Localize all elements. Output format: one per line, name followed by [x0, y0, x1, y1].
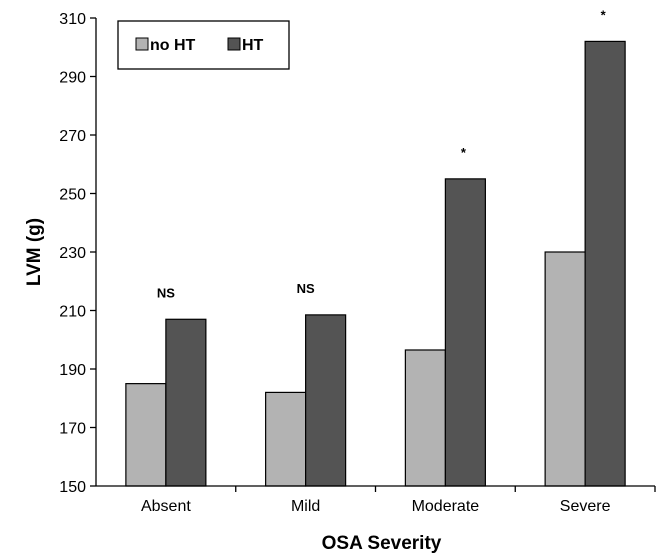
y-tick-label: 270 [59, 128, 86, 145]
legend: no HT HT [117, 20, 290, 70]
x-axis-ticks: Absent Mild Moderate Severe [141, 486, 656, 515]
y-axis-ticks: 150 170 190 210 230 250 270 290 310 [59, 11, 96, 496]
bars [125, 40, 626, 487]
x-tick-label-absent: Absent [141, 498, 191, 515]
bar-no-ht-moderate [404, 349, 446, 487]
bar-ht-absent [165, 318, 207, 487]
legend-label-no-ht: no HT [150, 37, 196, 54]
annotation-severe: * [601, 7, 607, 22]
annotation-mild: NS [297, 281, 315, 296]
y-axis-title: LVM (g) [24, 218, 45, 286]
x-tick-label-severe: Severe [560, 498, 611, 515]
bar-ht-mild [305, 314, 347, 487]
x-tick-label-mild: Mild [291, 498, 320, 515]
y-tick-label: 290 [59, 70, 86, 87]
y-tick-label: 310 [59, 11, 86, 28]
y-tick-label: 150 [59, 479, 86, 496]
bar-no-ht-mild [265, 391, 307, 487]
y-tick-label: 250 [59, 187, 86, 204]
y-tick-label: 170 [59, 421, 86, 438]
significance-annotations: NS NS * * [157, 7, 607, 300]
annotation-absent: NS [157, 285, 175, 300]
legend-label-ht: HT [242, 37, 264, 54]
y-tick-label: 190 [59, 362, 86, 379]
bar-ht-moderate [444, 178, 486, 487]
bar-no-ht-absent [125, 383, 167, 487]
y-tick-label: 210 [59, 304, 86, 321]
annotation-moderate: * [461, 145, 467, 160]
x-tick-label-moderate: Moderate [412, 498, 480, 515]
y-tick-label: 230 [59, 245, 86, 262]
bar-ht-severe [584, 40, 626, 487]
bar-no-ht-severe [544, 251, 586, 487]
legend-swatch-ht [227, 37, 241, 51]
legend-swatch-no-ht [135, 37, 149, 51]
x-axis-title: OSA Severity [322, 533, 442, 554]
